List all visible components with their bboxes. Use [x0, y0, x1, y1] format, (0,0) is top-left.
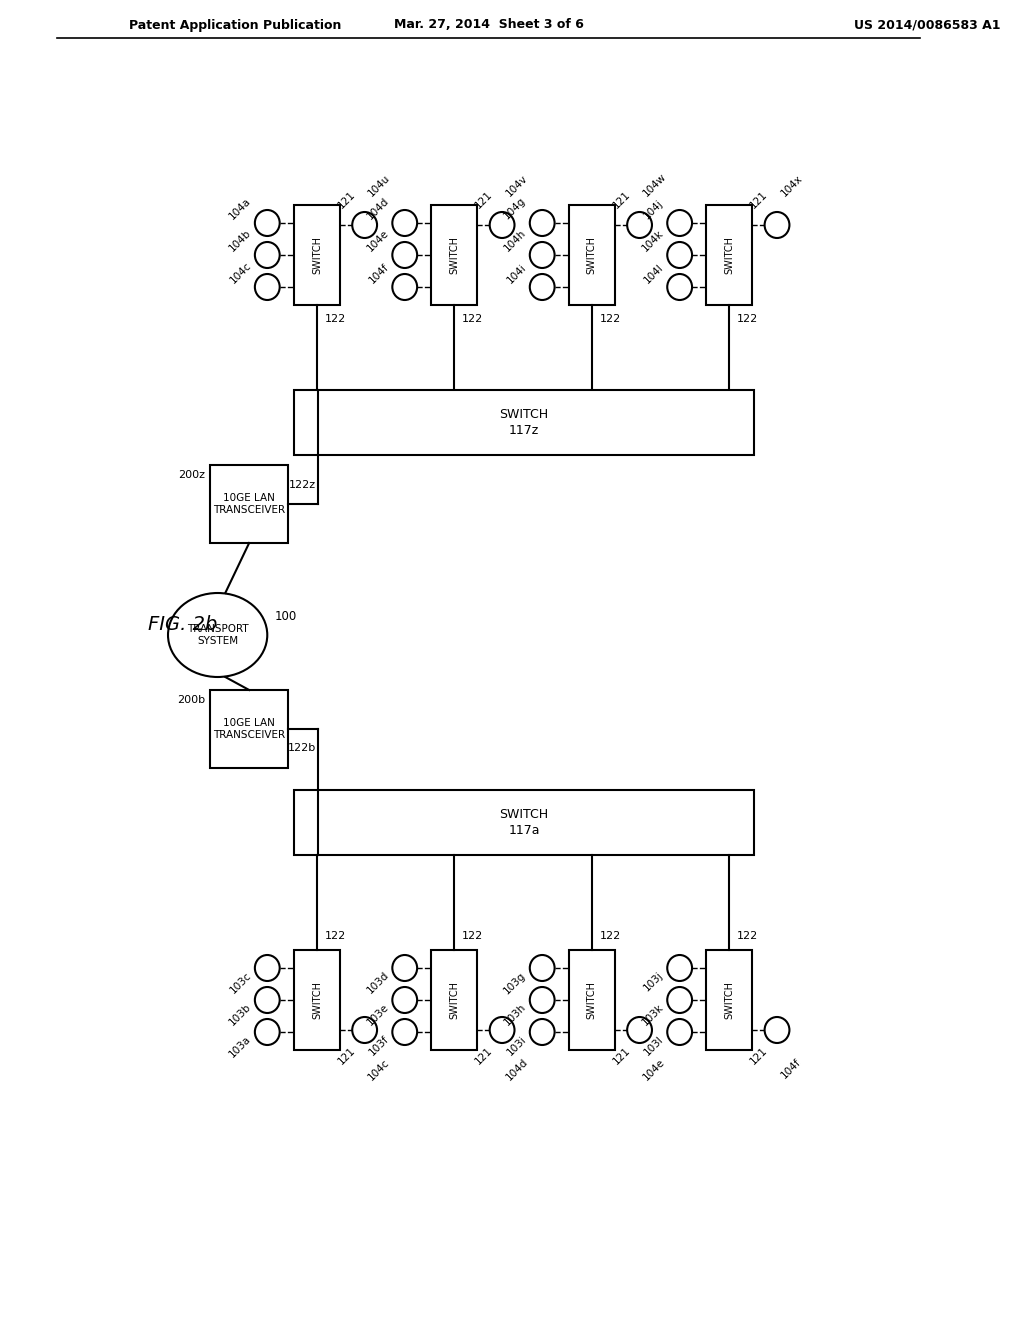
Text: 121: 121: [336, 189, 357, 210]
Text: Patent Application Publication: Patent Application Publication: [129, 18, 341, 32]
Bar: [294, 205, 340, 305]
Text: 104h: 104h: [502, 227, 528, 253]
Text: 103a: 103a: [227, 1034, 253, 1060]
Text: 10GE LAN
TRANSCEIVER: 10GE LAN TRANSCEIVER: [213, 718, 286, 739]
Text: 103d: 103d: [365, 970, 390, 995]
Bar: [210, 690, 289, 768]
Text: 122b: 122b: [288, 743, 316, 752]
Bar: [294, 389, 754, 455]
Text: SWITCH: SWITCH: [724, 236, 734, 275]
Text: 104e: 104e: [641, 1057, 667, 1082]
Text: 100: 100: [274, 610, 297, 623]
Bar: [431, 950, 477, 1049]
Text: SWITCH: SWITCH: [450, 236, 460, 275]
Text: 10GE LAN
TRANSCEIVER: 10GE LAN TRANSCEIVER: [213, 494, 286, 515]
Text: 104c: 104c: [367, 1057, 391, 1082]
Text: 121: 121: [610, 189, 632, 210]
Text: 121: 121: [473, 189, 495, 210]
Text: 103k: 103k: [640, 1002, 666, 1027]
Text: 122z: 122z: [289, 480, 316, 490]
Text: 104g: 104g: [502, 195, 528, 220]
Text: 103f: 103f: [367, 1034, 390, 1057]
Text: 104b: 104b: [227, 227, 253, 253]
Text: 103l: 103l: [642, 1034, 666, 1057]
Text: Mar. 27, 2014  Sheet 3 of 6: Mar. 27, 2014 Sheet 3 of 6: [394, 18, 584, 32]
Text: 200b: 200b: [177, 696, 205, 705]
Text: 103h: 103h: [502, 1002, 528, 1028]
Text: 121: 121: [336, 1045, 357, 1067]
Text: 103c: 103c: [228, 970, 253, 995]
Text: SWITCH
117a: SWITCH 117a: [500, 808, 549, 837]
Text: 122: 122: [325, 314, 346, 323]
Text: 104x: 104x: [779, 173, 804, 198]
Text: 104i: 104i: [505, 261, 528, 285]
Bar: [569, 205, 614, 305]
Text: 121: 121: [610, 1045, 632, 1067]
Text: 104u: 104u: [367, 173, 392, 198]
Text: 103g: 103g: [502, 970, 528, 995]
Text: 103i: 103i: [505, 1034, 528, 1057]
Text: 104k: 104k: [640, 227, 666, 253]
Text: 104f: 104f: [779, 1057, 803, 1081]
Text: 104f: 104f: [367, 261, 390, 285]
Text: 103b: 103b: [227, 1002, 253, 1028]
Text: TRANSPORT
SYSTEM: TRANSPORT SYSTEM: [186, 624, 249, 645]
Bar: [707, 950, 753, 1049]
Text: SWITCH: SWITCH: [312, 236, 322, 275]
Bar: [294, 950, 340, 1049]
Text: 121: 121: [749, 1045, 769, 1067]
Text: 122: 122: [599, 931, 621, 941]
Text: 121: 121: [473, 1045, 495, 1067]
Text: 122: 122: [737, 931, 758, 941]
Bar: [210, 465, 289, 543]
Bar: [294, 789, 754, 855]
Text: 104d: 104d: [504, 1057, 529, 1082]
Bar: [569, 950, 614, 1049]
Text: SWITCH: SWITCH: [450, 981, 460, 1019]
Bar: [431, 205, 477, 305]
Text: SWITCH: SWITCH: [312, 981, 322, 1019]
Bar: [707, 205, 753, 305]
Text: 122: 122: [325, 931, 346, 941]
Text: 104v: 104v: [504, 173, 529, 198]
Text: 104a: 104a: [227, 195, 253, 220]
Text: 104w: 104w: [641, 172, 669, 198]
Text: 200z: 200z: [178, 470, 205, 480]
Text: SWITCH
117z: SWITCH 117z: [500, 408, 549, 437]
Text: 122: 122: [737, 314, 758, 323]
Text: 103e: 103e: [365, 1002, 390, 1027]
Text: 103j: 103j: [642, 970, 666, 993]
Text: US 2014/0086583 A1: US 2014/0086583 A1: [854, 18, 1000, 32]
Text: 104c: 104c: [228, 260, 253, 285]
Text: 104j: 104j: [642, 198, 666, 220]
Text: 104d: 104d: [365, 195, 390, 220]
Text: SWITCH: SWITCH: [724, 981, 734, 1019]
Text: 121: 121: [749, 189, 769, 210]
Text: 104e: 104e: [365, 227, 390, 253]
Text: FIG. 2b: FIG. 2b: [147, 615, 217, 635]
Text: 104l: 104l: [642, 261, 666, 285]
Text: SWITCH: SWITCH: [587, 236, 597, 275]
Text: 122: 122: [462, 314, 483, 323]
Text: SWITCH: SWITCH: [587, 981, 597, 1019]
Text: 122: 122: [599, 314, 621, 323]
Text: 122: 122: [462, 931, 483, 941]
